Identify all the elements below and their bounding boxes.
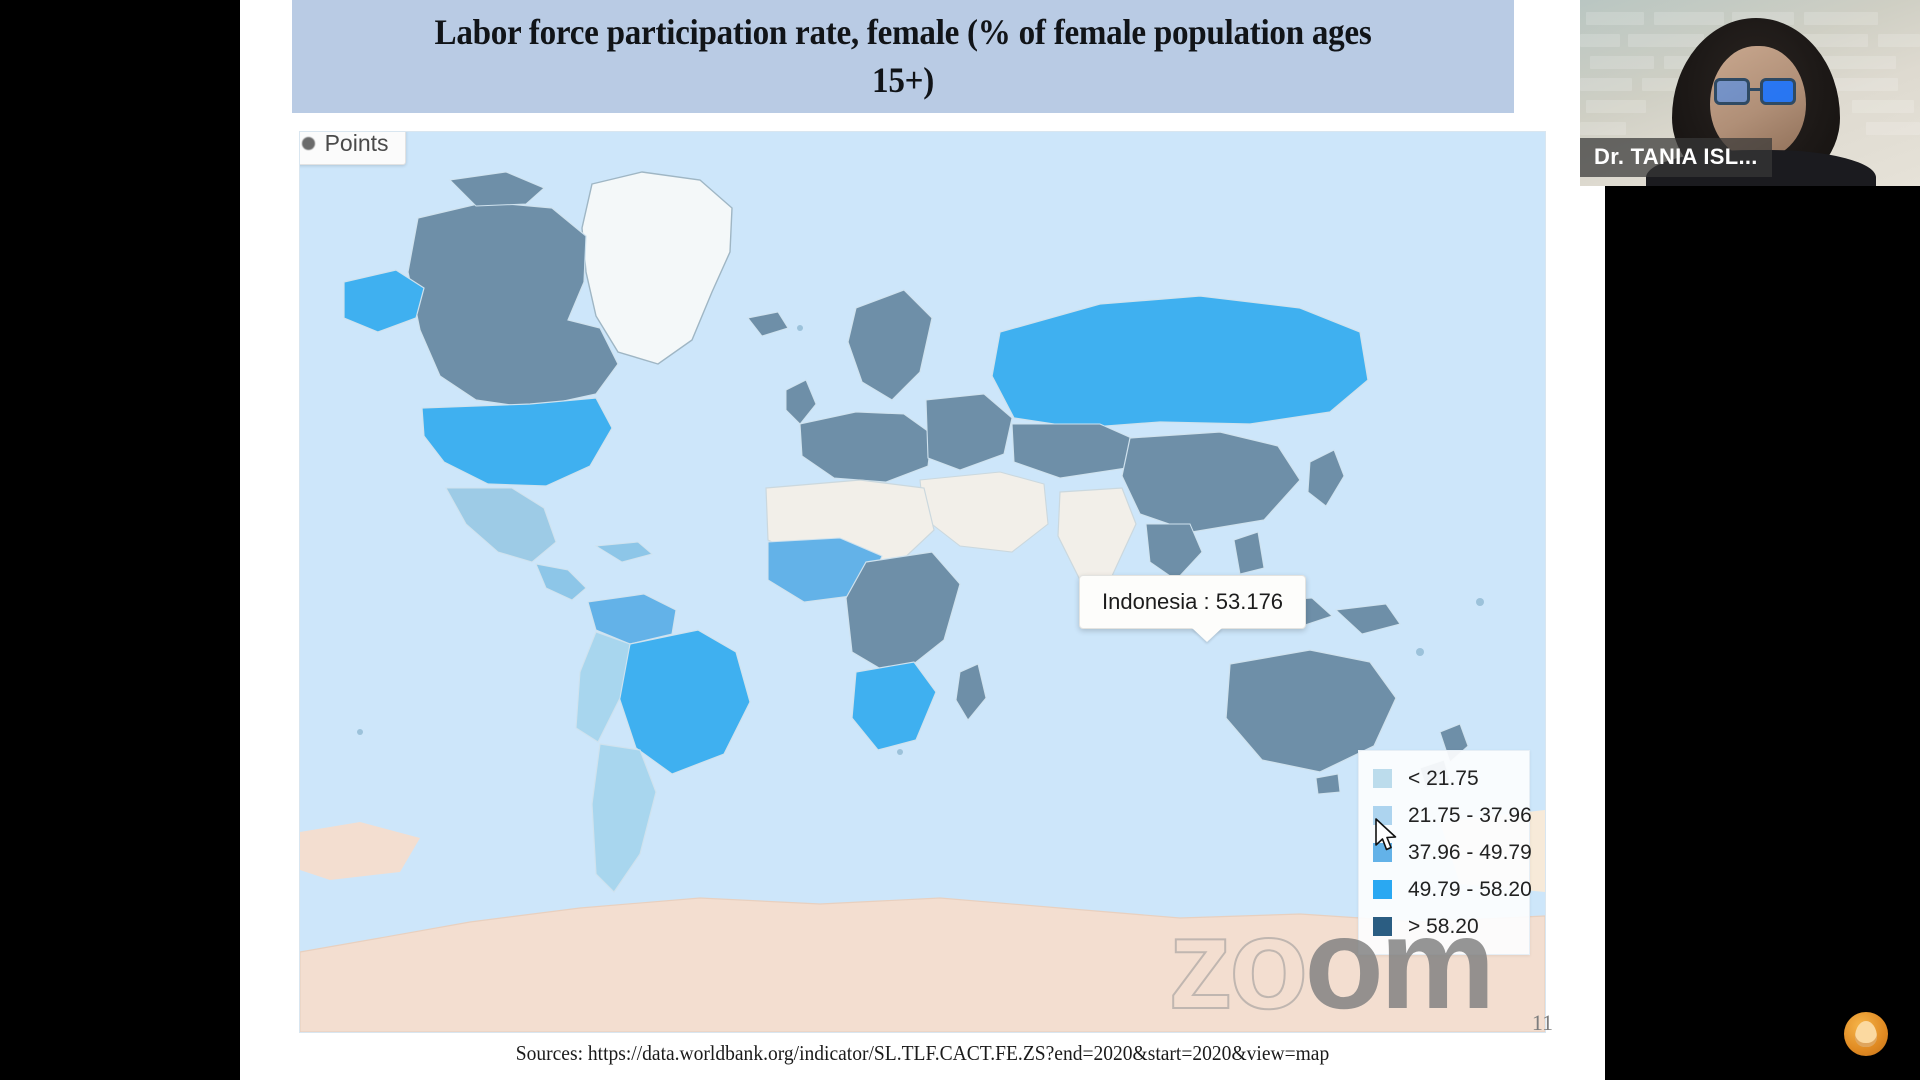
world-choropleth-map[interactable]: ed Points Indonesia : 53.176 < 21.75 21.… bbox=[300, 132, 1545, 1032]
map-view-toolbar[interactable]: ed Points bbox=[300, 132, 406, 165]
legend-swatch bbox=[1373, 880, 1392, 899]
country-madagascar bbox=[955, 663, 987, 721]
country-greenland bbox=[581, 171, 733, 365]
legend-swatch bbox=[1373, 917, 1392, 936]
glasses-bridge-icon bbox=[1750, 88, 1762, 91]
legend-label: 21.75 - 37.96 bbox=[1408, 803, 1532, 827]
map-legend: < 21.75 21.75 - 37.96 37.96 - 49.79 49.7… bbox=[1358, 750, 1532, 955]
region-southern-africa bbox=[851, 661, 937, 751]
legend-swatch bbox=[1373, 769, 1392, 788]
country-canada-arctic-isles bbox=[448, 171, 545, 207]
legend-label: 37.96 - 49.79 bbox=[1408, 840, 1532, 864]
participant-name: Dr. TANIA ISL... bbox=[1594, 144, 1758, 169]
country-colombia-venezuela bbox=[587, 593, 677, 645]
region-scandinavia bbox=[847, 289, 933, 401]
island-marker bbox=[797, 325, 803, 331]
country-alaska bbox=[343, 269, 425, 333]
country-mexico bbox=[445, 487, 557, 563]
country-japan bbox=[1307, 449, 1345, 507]
mouse-cursor-icon bbox=[1375, 818, 1397, 851]
filled-circle-icon bbox=[301, 136, 315, 150]
island-marker bbox=[357, 729, 363, 735]
country-canada bbox=[407, 201, 619, 409]
country-tasmania bbox=[1315, 773, 1341, 795]
legend-label: > 58.20 bbox=[1408, 914, 1479, 938]
country-caribbean bbox=[594, 541, 654, 563]
country-china bbox=[1121, 431, 1301, 533]
legend-row[interactable]: 49.79 - 58.20 bbox=[1359, 871, 1532, 908]
region-eastern-europe bbox=[925, 393, 1013, 471]
country-philippines bbox=[1233, 531, 1265, 575]
country-iceland bbox=[747, 311, 789, 337]
country-peru-bolivia bbox=[575, 631, 631, 743]
country-papua-new-guinea bbox=[1334, 603, 1401, 635]
country-australia bbox=[1225, 649, 1397, 773]
participant-name-plate: Dr. TANIA ISL... bbox=[1580, 138, 1772, 177]
legend-label: < 21.75 bbox=[1408, 766, 1479, 790]
island-marker bbox=[1416, 648, 1424, 656]
country-argentina-chile bbox=[591, 743, 657, 893]
country-central-america bbox=[535, 563, 587, 601]
points-toggle-label[interactable]: Points bbox=[324, 132, 389, 156]
region-south-atlantic-ice bbox=[300, 822, 420, 880]
sources-caption: Sources: https://data.worldbank.org/indi… bbox=[515, 1041, 1330, 1065]
powerpoint-slide: Labor force participation rate, female (… bbox=[240, 0, 1605, 1080]
region-central-east-africa bbox=[845, 551, 961, 679]
world-map-svg bbox=[300, 132, 1545, 1032]
glasses-lens-right-icon bbox=[1760, 78, 1796, 105]
page-title: Labor force participation rate, female (… bbox=[434, 11, 1372, 100]
legend-label: 49.79 - 58.20 bbox=[1408, 877, 1532, 901]
map-canvas bbox=[300, 132, 1545, 1032]
legend-row[interactable]: > 58.20 bbox=[1359, 908, 1529, 945]
glasses-lens-left-icon bbox=[1714, 78, 1750, 105]
zoom-app-icon-glyph bbox=[1855, 1021, 1877, 1047]
island-marker bbox=[1476, 598, 1484, 606]
country-united-states bbox=[421, 397, 613, 487]
legend-row[interactable]: < 21.75 bbox=[1359, 760, 1529, 797]
region-western-europe bbox=[799, 411, 933, 483]
slide-number: 11 bbox=[1531, 1010, 1553, 1035]
slide-title-banner: Labor force participation rate, female (… bbox=[292, 0, 1514, 113]
region-southeast-asia bbox=[1145, 523, 1203, 581]
participant-video-tile[interactable]: Dr. TANIA ISL... bbox=[1580, 0, 1920, 186]
country-united-kingdom bbox=[785, 379, 817, 425]
map-tooltip: Indonesia : 53.176 bbox=[1079, 575, 1307, 629]
country-russia bbox=[991, 295, 1369, 429]
zoom-app-icon[interactable] bbox=[1844, 1012, 1888, 1056]
country-brazil bbox=[617, 629, 751, 775]
region-antarctica bbox=[300, 897, 1545, 1032]
island-marker bbox=[897, 749, 903, 755]
